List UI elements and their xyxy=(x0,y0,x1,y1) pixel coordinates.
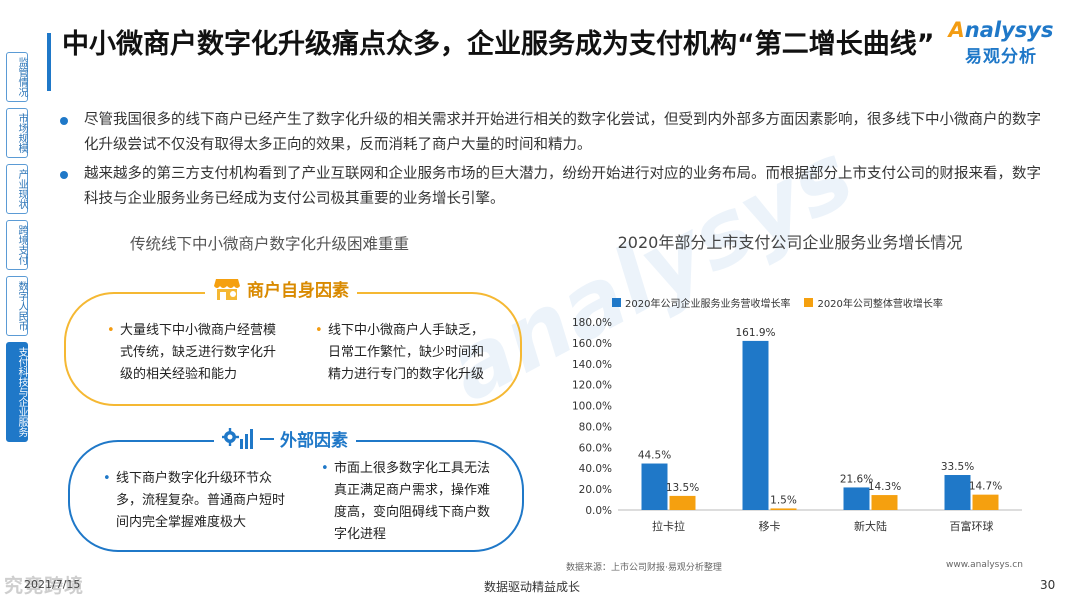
y-tick-label: 40.0% xyxy=(579,463,612,475)
title-accent-bar xyxy=(47,33,51,91)
y-tick-label: 180.0% xyxy=(572,317,612,329)
legend-entry-2: 2020年公司整体营收增长率 xyxy=(804,295,943,310)
merchant-point-1: • 大量线下中小微商户经营模式传统，缺乏进行数字化升级的相关经验和能力 xyxy=(107,323,277,382)
side-nav-item-regulation[interactable]: 监管情况 xyxy=(6,52,28,102)
gear-chart-icon xyxy=(222,427,253,449)
x-tick-label: 移卡 xyxy=(759,520,781,533)
merchant-point-2: • 线下中小微商户人手缺乏，日常工作繁忙，缺少时间和精力进行专门的数字化升级 xyxy=(315,323,485,382)
intro-bullets: 尽管我国很多的线下商户已经产生了数字化升级的相关需求并开始进行相关的数字化尝试，… xyxy=(58,108,1048,216)
store-icon xyxy=(214,278,240,300)
bullet-2: 越来越多的第三方支付机构看到了产业互联网和企业服务市场的巨大潜力，纷纷开始进行对… xyxy=(58,162,1048,212)
x-tick-label: 拉卡拉 xyxy=(652,519,685,533)
bar-service xyxy=(843,487,870,510)
page-number: 30 xyxy=(1040,578,1056,592)
data-label: 44.5% xyxy=(638,450,671,462)
bottom-watermark: 究竟跨境 xyxy=(4,575,85,597)
bar-chart: 0.0% 20.0% 40.0% 60.0% 80.0% 100.0% 120.0% 140.… xyxy=(572,317,1022,533)
side-nav-item-market-size[interactable]: 市场规模 xyxy=(6,108,28,158)
logo: Analysys 易观分析 xyxy=(946,18,1056,67)
data-label: 14.7% xyxy=(969,481,1002,493)
left-section-title: 传统线下中小微商户数字化升级困难重重 xyxy=(130,235,410,253)
y-tick-label: 120.0% xyxy=(572,380,612,392)
bar-overall xyxy=(972,494,999,510)
bar-overall xyxy=(669,495,696,510)
side-nav-item-industry[interactable]: 产业现状 xyxy=(6,164,28,214)
website-url[interactable]: www.analysys.cn xyxy=(946,560,1023,570)
chart-legend: 2020年公司企业服务业务营收增长率 2020年公司整体营收增长率 xyxy=(612,295,957,310)
side-nav-item-paytech[interactable]: 支付科技与企业服务 xyxy=(6,342,28,442)
page-title: 中小微商户数字化升级痛点众多，企业服务成为支付机构“第二增长曲线” xyxy=(62,29,935,60)
y-tick-label: 140.0% xyxy=(572,359,612,371)
legend-entry-1: 2020年公司企业服务业务营收增长率 xyxy=(612,295,790,310)
bullet-1: 尽管我国很多的线下商户已经产生了数字化升级的相关需求并开始进行相关的数字化尝试，… xyxy=(58,108,1048,158)
bar-overall xyxy=(770,508,797,510)
footer-slogan: 数据驱动精益成长 xyxy=(484,580,581,594)
data-label: 14.3% xyxy=(868,481,901,493)
data-label: 1.5% xyxy=(770,494,797,506)
side-nav-item-digital-rmb[interactable]: 数字人民币 xyxy=(6,276,28,336)
y-tick-label: 60.0% xyxy=(579,442,612,454)
side-nav: 监管情况 市场规模 产业现状 跨境支付 数字人民币 支付科技与企业服务 xyxy=(6,52,28,448)
y-tick-label: 20.0% xyxy=(579,484,612,496)
y-tick-label: 0.0% xyxy=(585,505,612,517)
x-tick-label: 百富环球 xyxy=(950,519,994,533)
external-factors-label: 外部因素 xyxy=(280,431,348,451)
merchant-factors-label: 商户自身因素 xyxy=(247,281,349,301)
bar-service xyxy=(641,463,668,510)
logo-text-cn: 易观分析 xyxy=(965,47,1037,67)
data-label: 33.5% xyxy=(941,461,974,473)
data-label: 21.6% xyxy=(840,473,873,485)
footer-date: 2021/7/15 xyxy=(24,578,81,591)
y-tick-label: 80.0% xyxy=(579,421,612,433)
data-label: 161.9% xyxy=(735,327,775,339)
bar-overall xyxy=(871,495,898,510)
merchant-factors-header: 商户自身因素 xyxy=(205,276,357,301)
chart-title: 2020年部分上市支付公司企业服务业务增长情况 xyxy=(617,233,963,252)
y-tick-label: 100.0% xyxy=(572,401,612,413)
external-point-1: • 线下商户数字化升级环节众多，流程复杂。普通商户短时间内完全掌握难度极大 xyxy=(103,471,286,530)
y-tick-label: 160.0% xyxy=(572,338,612,350)
data-label: 13.5% xyxy=(666,482,699,494)
data-source: 数据来源：上市公司财报·易观分析整理 xyxy=(566,563,722,573)
logo-text-en: Analysys xyxy=(948,18,1054,42)
external-factors-header: 外部因素 xyxy=(214,426,356,451)
bar-service xyxy=(742,340,769,510)
side-nav-item-cross-border[interactable]: 跨境支付 xyxy=(6,220,28,270)
external-point-2: • 市面上很多数字化工具无法真正满足商户需求，操作难度高，变向阻碍线下商户数字化进… xyxy=(321,461,491,542)
bar-service xyxy=(944,475,971,510)
x-tick-label: 新大陆 xyxy=(854,519,887,533)
